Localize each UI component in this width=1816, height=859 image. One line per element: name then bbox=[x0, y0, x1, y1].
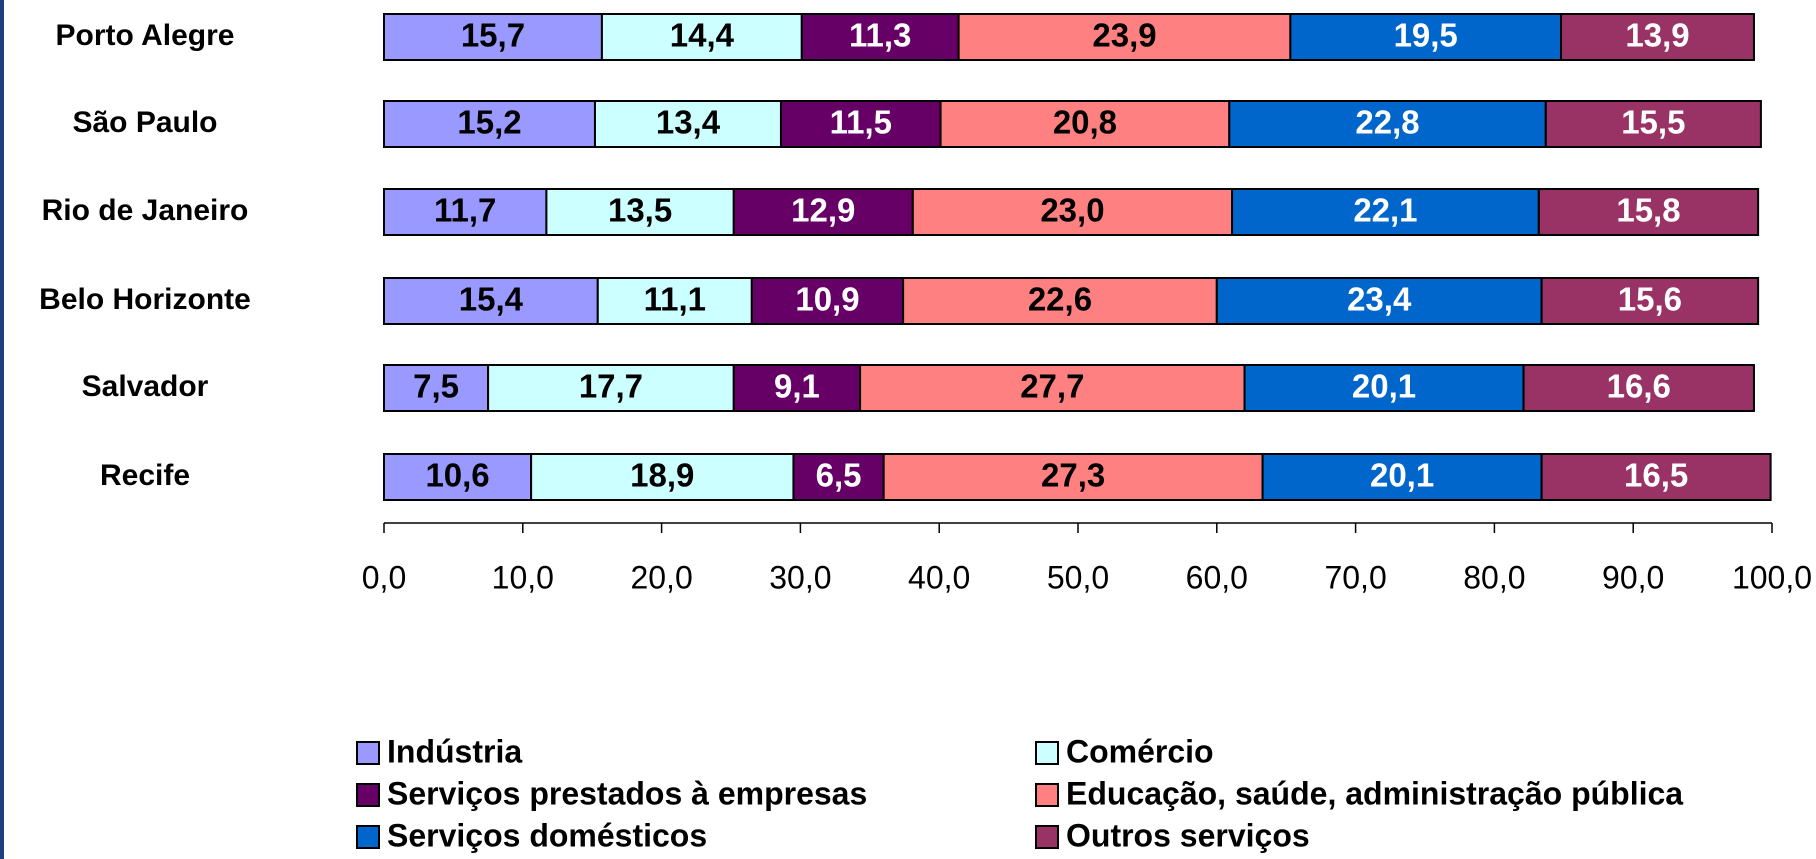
bar-segment bbox=[939, 100, 1231, 148]
value-label: 11,7 bbox=[434, 192, 496, 229]
value-label: 19,5 bbox=[1394, 17, 1458, 54]
value-label: 15,2 bbox=[457, 104, 521, 141]
bar-segment bbox=[545, 188, 735, 236]
value-label: 23,4 bbox=[1347, 281, 1412, 318]
value-label: 11,5 bbox=[830, 104, 892, 141]
bar-segment bbox=[1231, 188, 1540, 236]
bar-segment bbox=[383, 453, 533, 501]
value-label: 15,6 bbox=[1618, 281, 1682, 318]
left-border bbox=[0, 0, 4, 859]
value-label: 20,8 bbox=[1053, 104, 1117, 141]
bar-segment bbox=[800, 13, 960, 61]
value-label: 23,9 bbox=[1092, 17, 1156, 54]
category-label: Salvador bbox=[82, 370, 209, 403]
legend-label: Serviços domésticos bbox=[387, 817, 707, 853]
bar-segment bbox=[1215, 277, 1543, 325]
bar-segment bbox=[859, 364, 1246, 412]
x-tick-label: 50,0 bbox=[1047, 559, 1109, 595]
bar-segment bbox=[383, 100, 596, 148]
legend-swatch bbox=[1035, 741, 1059, 765]
value-label: 11,3 bbox=[849, 17, 911, 54]
bar-segment bbox=[882, 453, 1264, 501]
value-label: 16,5 bbox=[1624, 457, 1688, 494]
bar-segment bbox=[593, 100, 782, 148]
value-label: 22,1 bbox=[1353, 192, 1417, 229]
bar-segment bbox=[750, 277, 905, 325]
value-label: 20,1 bbox=[1370, 457, 1434, 494]
bar-segment bbox=[1544, 100, 1762, 148]
legend-label: Outros serviços bbox=[1066, 817, 1310, 853]
value-label: 7,5 bbox=[413, 368, 459, 405]
bar-segment bbox=[1560, 13, 1755, 61]
legend-swatch bbox=[356, 741, 380, 765]
value-label: 20,1 bbox=[1352, 368, 1416, 405]
x-tick-label: 70,0 bbox=[1324, 559, 1386, 595]
x-tick-label: 30,0 bbox=[769, 559, 831, 595]
x-tick-label: 20,0 bbox=[630, 559, 692, 595]
value-label: 22,8 bbox=[1355, 104, 1419, 141]
legend-label: Educação, saúde, administração pública bbox=[1066, 775, 1683, 811]
bar-segment bbox=[1522, 364, 1755, 412]
category-label: Belo Horizonte bbox=[39, 283, 251, 316]
bar-segment bbox=[383, 277, 599, 325]
legend-swatch bbox=[356, 825, 380, 849]
x-tick-label: 60,0 bbox=[1186, 559, 1248, 595]
value-label: 13,9 bbox=[1625, 17, 1689, 54]
value-label: 15,4 bbox=[459, 281, 524, 318]
value-label: 15,7 bbox=[461, 17, 525, 54]
bar-segment bbox=[1243, 364, 1525, 412]
legend-label: Indústria bbox=[387, 733, 522, 769]
value-label: 16,6 bbox=[1607, 368, 1671, 405]
legend-swatch bbox=[356, 783, 380, 807]
bar-segment bbox=[1540, 277, 1760, 325]
bar-segment bbox=[902, 277, 1218, 325]
value-label: 15,5 bbox=[1621, 104, 1685, 141]
x-tick-label: 90,0 bbox=[1602, 559, 1664, 595]
value-label: 10,6 bbox=[425, 457, 489, 494]
value-label: 18,9 bbox=[630, 457, 694, 494]
value-label: 15,8 bbox=[1616, 192, 1680, 229]
x-tick-label: 10,0 bbox=[492, 559, 554, 595]
value-label: 11,1 bbox=[644, 281, 706, 318]
legend-swatch bbox=[1035, 783, 1059, 807]
value-label: 9,1 bbox=[774, 368, 820, 405]
x-tick-label: 80,0 bbox=[1463, 559, 1525, 595]
legend-label: Serviços prestados à empresas bbox=[387, 775, 867, 811]
value-label: 13,4 bbox=[656, 104, 721, 141]
category-label: Recife bbox=[100, 459, 190, 492]
legend-label: Comércio bbox=[1066, 733, 1214, 769]
bar-segment bbox=[383, 13, 603, 61]
bar-segment bbox=[911, 188, 1234, 236]
bar-segment bbox=[383, 364, 490, 412]
legend-swatch bbox=[1035, 825, 1059, 849]
value-label: 23,0 bbox=[1040, 192, 1104, 229]
x-tick-label: 0,0 bbox=[362, 559, 406, 595]
bar-segment bbox=[1537, 188, 1760, 236]
x-tick-label: 40,0 bbox=[908, 559, 970, 595]
value-label: 22,6 bbox=[1028, 281, 1092, 318]
value-label: 10,9 bbox=[795, 281, 859, 318]
bar-segment bbox=[596, 277, 753, 325]
category-label: São Paulo bbox=[72, 106, 217, 139]
bar-segment bbox=[600, 13, 803, 61]
bar-segment bbox=[1540, 453, 1772, 501]
value-label: 13,5 bbox=[608, 192, 672, 229]
category-label: Porto Alegre bbox=[56, 19, 235, 52]
category-label: Rio de Janeiro bbox=[42, 194, 249, 227]
x-tick-label: 100,0 bbox=[1732, 559, 1812, 595]
bar-segment bbox=[383, 188, 548, 236]
bar-segment bbox=[779, 100, 942, 148]
bar-segment bbox=[732, 364, 862, 412]
bar-segment bbox=[1289, 13, 1563, 61]
value-label: 27,7 bbox=[1020, 368, 1084, 405]
value-label: 17,7 bbox=[579, 368, 643, 405]
value-label: 12,9 bbox=[791, 192, 855, 229]
value-label: 6,5 bbox=[816, 457, 862, 494]
bar-segment bbox=[1261, 453, 1543, 501]
value-label: 27,3 bbox=[1041, 457, 1105, 494]
value-label: 14,4 bbox=[670, 17, 735, 54]
